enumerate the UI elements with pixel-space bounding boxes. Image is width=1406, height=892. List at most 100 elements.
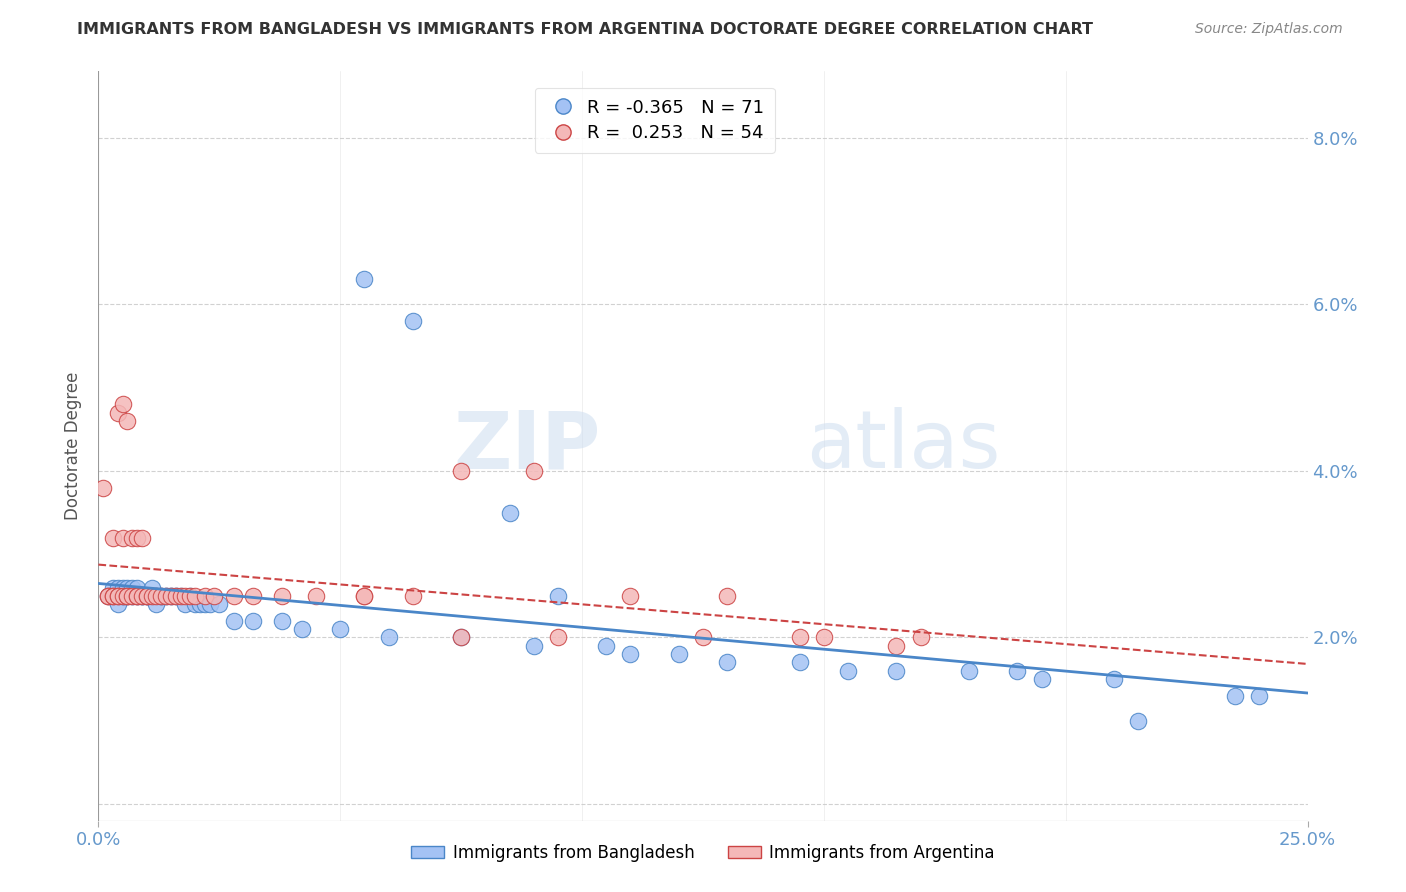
Point <box>402 589 425 603</box>
Text: Source: ZipAtlas.com: Source: ZipAtlas.com <box>1195 22 1343 37</box>
Point <box>242 589 264 603</box>
Point <box>198 597 221 611</box>
Point <box>619 647 641 661</box>
Point <box>145 597 167 611</box>
Point <box>353 589 375 603</box>
Point <box>150 589 173 603</box>
Point <box>101 531 124 545</box>
Point <box>127 589 149 603</box>
Point <box>117 589 139 603</box>
Point <box>498 506 520 520</box>
Point <box>547 631 569 645</box>
Point <box>107 589 129 603</box>
Point <box>222 614 245 628</box>
Text: ZIP: ZIP <box>453 407 600 485</box>
Point <box>837 664 859 678</box>
Point <box>111 589 134 603</box>
Point <box>135 589 157 603</box>
Point <box>145 589 167 603</box>
Point <box>135 589 157 603</box>
Point <box>450 631 472 645</box>
Point <box>886 664 908 678</box>
Point <box>135 589 157 603</box>
Point <box>450 464 472 478</box>
Point <box>135 589 157 603</box>
Point <box>141 581 163 595</box>
Point <box>290 622 312 636</box>
Point <box>271 614 294 628</box>
Point <box>135 589 157 603</box>
Point <box>174 597 197 611</box>
Point <box>101 589 124 603</box>
Point <box>131 589 153 603</box>
Point <box>121 589 143 603</box>
Point <box>121 531 143 545</box>
Point <box>131 589 153 603</box>
Point <box>127 589 149 603</box>
Point <box>450 631 472 645</box>
Point <box>141 589 163 603</box>
Point <box>155 589 177 603</box>
Point <box>204 589 226 603</box>
Point <box>910 631 932 645</box>
Point <box>692 631 714 645</box>
Point <box>117 581 139 595</box>
Point <box>107 581 129 595</box>
Point <box>1128 714 1150 728</box>
Point <box>107 597 129 611</box>
Point <box>619 589 641 603</box>
Point <box>160 589 183 603</box>
Y-axis label: Doctorate Degree: Doctorate Degree <box>65 372 83 520</box>
Point <box>121 581 143 595</box>
Point <box>97 589 120 603</box>
Point <box>111 589 134 603</box>
Point <box>353 272 375 286</box>
Point <box>184 589 207 603</box>
Point <box>111 589 134 603</box>
Point <box>155 589 177 603</box>
Point <box>208 597 231 611</box>
Point <box>121 589 143 603</box>
Point <box>141 589 163 603</box>
Point <box>1007 664 1029 678</box>
Point <box>117 589 139 603</box>
Point <box>131 589 153 603</box>
Point <box>101 589 124 603</box>
Point <box>169 589 191 603</box>
Point <box>1102 672 1125 686</box>
Point <box>160 589 183 603</box>
Point <box>127 589 149 603</box>
Point <box>165 589 187 603</box>
Point <box>155 589 177 603</box>
Point <box>107 589 129 603</box>
Point <box>179 589 201 603</box>
Point <box>165 589 187 603</box>
Point <box>305 589 328 603</box>
Point <box>194 597 217 611</box>
Point <box>117 414 139 428</box>
Point <box>127 589 149 603</box>
Point <box>141 589 163 603</box>
Point <box>169 589 191 603</box>
Point <box>117 589 139 603</box>
Point <box>97 589 120 603</box>
Point <box>813 631 835 645</box>
Point <box>547 589 569 603</box>
Point <box>668 647 690 661</box>
Point <box>131 589 153 603</box>
Legend: Immigrants from Bangladesh, Immigrants from Argentina: Immigrants from Bangladesh, Immigrants f… <box>405 838 1001 869</box>
Point <box>121 589 143 603</box>
Point <box>101 581 124 595</box>
Point <box>111 397 134 411</box>
Point <box>716 589 738 603</box>
Point <box>329 622 352 636</box>
Point <box>194 589 217 603</box>
Point <box>127 581 149 595</box>
Point <box>150 589 173 603</box>
Point <box>188 597 211 611</box>
Point <box>111 581 134 595</box>
Point <box>377 631 399 645</box>
Point <box>174 589 197 603</box>
Point <box>107 589 129 603</box>
Point <box>97 589 120 603</box>
